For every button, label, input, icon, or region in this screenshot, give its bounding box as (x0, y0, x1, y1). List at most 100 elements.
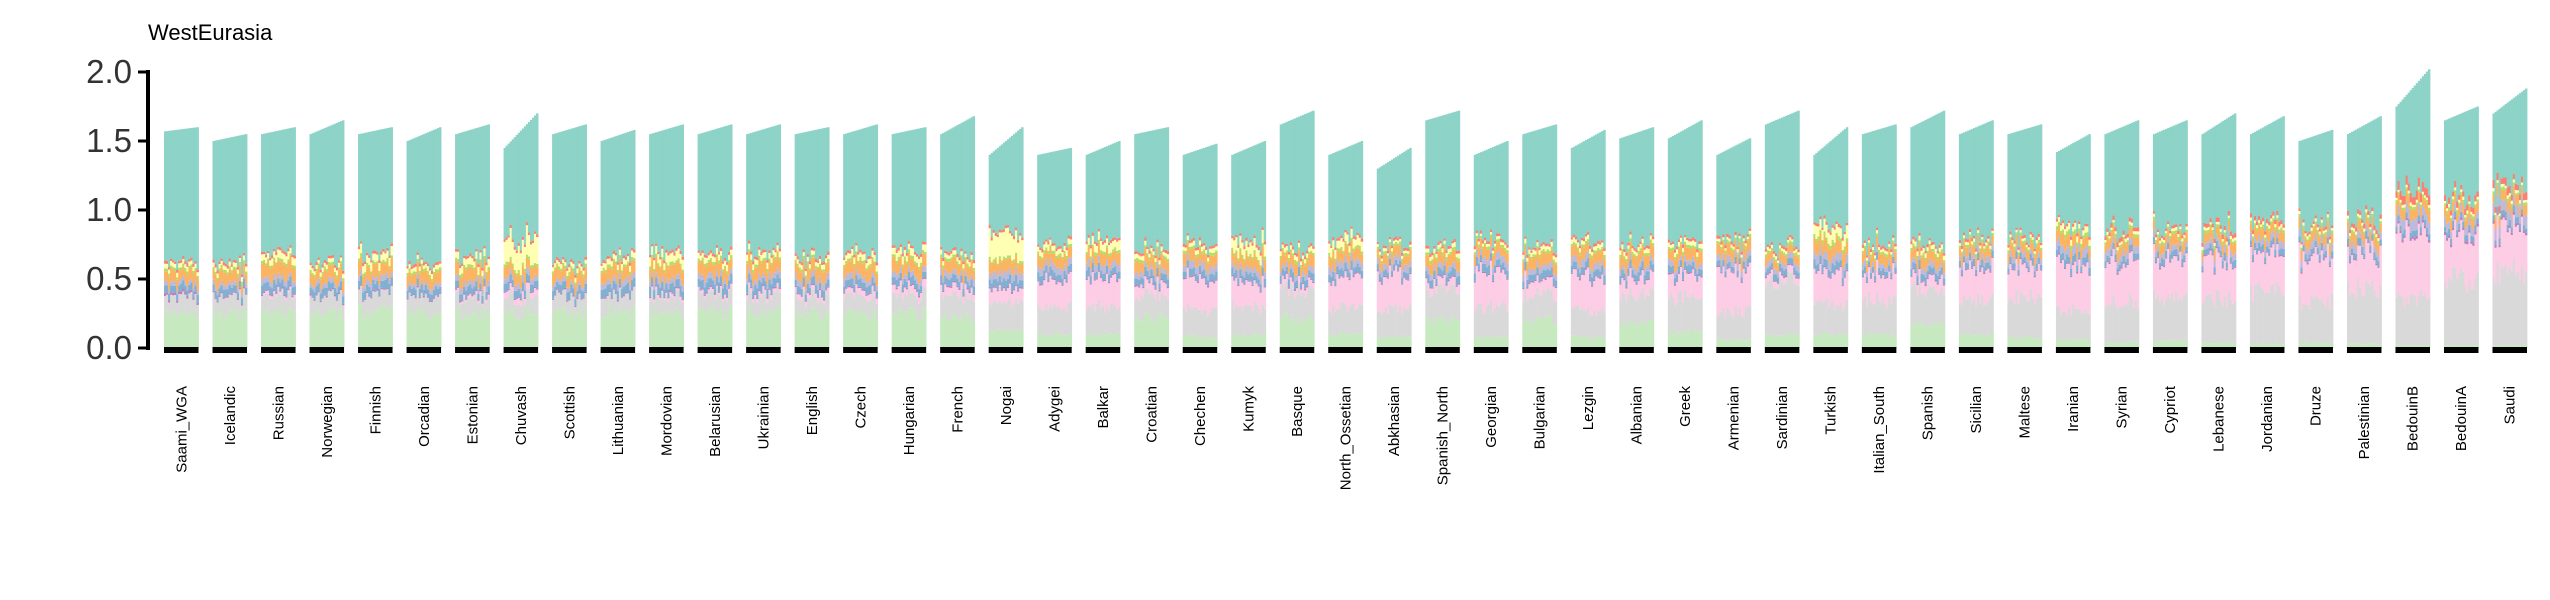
bar-segment (1215, 280, 1218, 308)
bar-segment (1158, 291, 1161, 301)
bar-segment (505, 264, 509, 278)
bar-segment (1239, 251, 1242, 264)
bar-segment (1112, 304, 1115, 336)
bar-segment (851, 293, 854, 313)
bar-segment (1344, 243, 1347, 256)
bar-segment (1328, 154, 1331, 242)
bar-segment (1300, 261, 1303, 265)
bar-segment (1136, 257, 1139, 261)
bar-segment (758, 294, 761, 314)
bar-segment (1004, 304, 1008, 331)
bar-segment (778, 278, 782, 288)
bar-segment (1386, 313, 1390, 339)
bar-segment (1395, 264, 1398, 266)
bar-segment (821, 302, 824, 321)
bar-segment (618, 134, 622, 248)
bar-segment (827, 292, 830, 311)
bar-segment (1445, 272, 1448, 278)
bar-segment (602, 298, 606, 318)
bar-segment (988, 279, 992, 287)
bar-segment (1000, 303, 1004, 332)
bar-segment (309, 262, 312, 266)
bar-segment (275, 251, 278, 256)
bar-segment (536, 288, 539, 290)
bar-segment (420, 292, 424, 309)
bar-segment (412, 138, 416, 265)
bar-segment (748, 286, 751, 306)
bar-segment (1350, 269, 1354, 305)
bar-segment (1283, 247, 1287, 253)
bar-segment (1358, 274, 1362, 305)
bar-segment (964, 259, 967, 271)
bar-segment (1043, 153, 1046, 242)
bar-segment (802, 258, 806, 273)
bar-segment (1409, 272, 1412, 274)
bar-segment (412, 287, 416, 294)
bar-segment (1205, 269, 1208, 276)
bar-segment (707, 291, 711, 312)
bar-segment (867, 319, 870, 348)
bar-segment (455, 251, 458, 258)
bar-segment (568, 267, 571, 273)
bar-segment (1243, 306, 1246, 335)
bar-segment (713, 284, 717, 294)
bar-segment (1091, 263, 1095, 271)
bar-segment (485, 274, 488, 286)
bar-segment (750, 310, 753, 348)
bar-segment (463, 294, 466, 298)
bar-segment (724, 283, 727, 294)
bar-segment (954, 290, 957, 316)
bar-segment (1350, 240, 1354, 253)
bar-segment (481, 267, 484, 271)
bar-segment (810, 308, 814, 348)
bar-segment (342, 120, 345, 271)
bar-segment (1382, 277, 1386, 312)
bar-segment (1108, 256, 1111, 268)
bar-segment (238, 307, 242, 348)
bar-segment (1340, 260, 1343, 269)
bar-segment (629, 298, 632, 300)
bar-segment (1384, 277, 1388, 308)
bar-segment (827, 258, 830, 262)
bar-segment (818, 290, 822, 295)
bar-segment (1160, 280, 1164, 293)
bar-segment (1253, 301, 1256, 334)
bar-segment (319, 289, 323, 294)
bar-segment (711, 275, 715, 281)
bar-segment (857, 254, 860, 261)
bar-segment (505, 277, 509, 284)
bar-segment (1302, 114, 1305, 253)
bar-segment (218, 288, 222, 296)
bar-segment (1164, 127, 1168, 250)
bar-segment (1354, 273, 1358, 310)
bar-segment (851, 246, 854, 250)
bar-segment (1336, 308, 1339, 336)
bar-segment (922, 278, 925, 280)
bar-segment (1013, 261, 1016, 274)
bar-segment (475, 291, 478, 294)
bar-segment (1281, 268, 1285, 275)
bar-segment (534, 294, 537, 312)
bar-segment (475, 281, 478, 290)
bar-segment (604, 297, 608, 299)
bar-segment (1330, 335, 1333, 348)
bar-segment (477, 264, 480, 267)
bar-segment (728, 274, 731, 281)
bar-segment (325, 284, 329, 288)
bar-segment (728, 287, 731, 289)
bar-segment (412, 274, 416, 285)
bar-segment (192, 315, 195, 348)
bar-segment (677, 278, 680, 288)
bar-segment (996, 303, 1000, 330)
bar-segment (893, 254, 897, 258)
bar-segment (956, 285, 959, 288)
bar-segment (1334, 258, 1337, 262)
bar-segment (534, 265, 537, 275)
bar-segment (578, 306, 581, 348)
bar-segment (269, 286, 272, 294)
bar-segment (922, 266, 925, 272)
bar-segment (1457, 275, 1461, 284)
bar-segment (608, 258, 612, 265)
bar-segment (309, 283, 312, 288)
bar-segment (1211, 338, 1214, 348)
